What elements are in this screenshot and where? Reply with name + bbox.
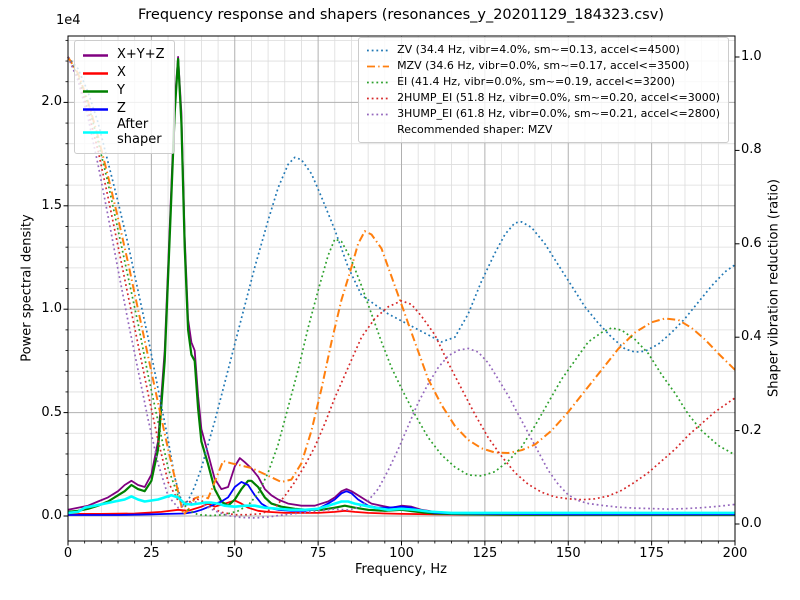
x-tick-label: 175 bbox=[639, 546, 665, 561]
legend-entry-ei: EI (41.4 Hz, vibr=0.0%, sm~=0.19, accel<… bbox=[366, 74, 720, 90]
series-line-zv bbox=[67, 56, 736, 507]
legend-entry-after-label: After shaper bbox=[117, 117, 162, 147]
legend-psd: X+Y+Z X Y Z After shaper bbox=[74, 40, 175, 154]
y-right-tick-label: 0.2 bbox=[741, 422, 762, 438]
legend-swatch-line bbox=[83, 89, 108, 93]
legend-entry-x-label: X bbox=[117, 64, 126, 80]
legend-swatch-line bbox=[83, 53, 108, 57]
legend-swatch-line bbox=[83, 131, 108, 135]
x-tick-label: 0 bbox=[63, 546, 73, 561]
y-left-tick-label: 1.0 bbox=[41, 301, 62, 317]
legend-entry-3hump_ei-label: 3HUMP_EI (61.8 Hz, vibr=0.0%, sm~=0.21, … bbox=[397, 106, 720, 120]
legend-entry-mzv-label: MZV (34.6 Hz, vibr=0.0%, sm~=0.17, accel… bbox=[397, 58, 690, 72]
legend-note-recommended-shaper-label: Recommended shaper: MZV bbox=[397, 122, 553, 136]
legend-swatch-line bbox=[367, 65, 390, 67]
x-tick-label: 50 bbox=[226, 546, 244, 561]
x-tick-label: 200 bbox=[722, 546, 748, 561]
series-line-3hump-ei bbox=[67, 56, 736, 519]
y-left-tick-label: 2.0 bbox=[41, 94, 62, 110]
x-tick-label: 25 bbox=[143, 546, 160, 561]
x-axis-label: Frequency, Hz bbox=[354, 562, 448, 577]
legend-swatch-line bbox=[367, 81, 390, 83]
legend-shapers: ZV (34.4 Hz, vibr=4.0%, sm~=0.13, accel<… bbox=[358, 37, 729, 143]
chart-title: Frequency response and shapers (resonanc… bbox=[138, 7, 664, 23]
x-tick-label: 75 bbox=[309, 546, 327, 561]
y-left-tick-label: 0.5 bbox=[41, 404, 62, 420]
legend-swatch-line bbox=[83, 71, 108, 75]
legend-entry-y: Y bbox=[82, 82, 165, 100]
y-left-axis-label: Power spectral density bbox=[19, 214, 35, 362]
series-line-x bbox=[68, 499, 735, 516]
legend-entry-x-y-z-label: X+Y+Z bbox=[117, 46, 165, 62]
y-right-tick-label: 0.4 bbox=[741, 329, 762, 345]
legend-entry-3hump_ei: 3HUMP_EI (61.8 Hz, vibr=0.0%, sm~=0.21, … bbox=[366, 106, 720, 122]
y-left-tick-label: 0.0 bbox=[41, 508, 62, 523]
x-tick-label: 150 bbox=[555, 546, 581, 561]
legend-entry-ei-label: EI (41.4 Hz, vibr=0.0%, sm~=0.19, accel<… bbox=[397, 74, 676, 88]
series-line-y bbox=[67, 57, 735, 516]
x-tick-label: 100 bbox=[389, 546, 414, 561]
legend-entry-mzv: MZV (34.6 Hz, vibr=0.0%, sm~=0.17, accel… bbox=[366, 58, 720, 74]
legend-entry-zv-label: ZV (34.4 Hz, vibr=4.0%, sm~=0.13, accel<… bbox=[397, 42, 680, 56]
legend-entry-after: After shaper bbox=[82, 117, 165, 148]
legend-swatch-line bbox=[367, 113, 390, 115]
y-right-tick-label: 0.8 bbox=[741, 142, 762, 158]
legend-entry-2hump_ei-label: 2HUMP_EI (51.8 Hz, vibr=0.0%, sm~=0.20, … bbox=[397, 90, 720, 104]
x-tick-label: 125 bbox=[472, 546, 498, 561]
y-right-tick-label: 0.0 bbox=[741, 516, 762, 531]
y-right-tick-label: 0.6 bbox=[741, 235, 762, 251]
legend-entry-z: Z bbox=[82, 100, 165, 118]
y-right-axis-label: Shaper vibration reduction (ratio) bbox=[766, 179, 782, 397]
legend-note-recommended-shaper: Recommended shaper: MZV bbox=[366, 122, 720, 138]
legend-swatch-line bbox=[366, 128, 390, 133]
legend-entry-zv: ZV (34.4 Hz, vibr=4.0%, sm~=0.13, accel<… bbox=[366, 42, 720, 58]
legend-swatch-line bbox=[83, 107, 108, 111]
legend-entry-z-label: Z bbox=[117, 100, 126, 116]
y-right-tick-label: 1.0 bbox=[741, 49, 762, 64]
legend-entry-y-label: Y bbox=[117, 82, 125, 98]
y-left-offset-label: 1e4 bbox=[56, 13, 81, 28]
series-line-mzv bbox=[67, 56, 736, 516]
series-line-after-shaper bbox=[67, 493, 735, 515]
y-left-tick-label: 1.5 bbox=[41, 197, 62, 213]
legend-entry-x: X bbox=[82, 64, 165, 82]
legend-entry-x-y-z: X+Y+Z bbox=[82, 46, 165, 64]
legend-swatch-line bbox=[367, 97, 390, 99]
legend-swatch-line bbox=[367, 49, 390, 51]
legend-entry-2hump_ei: 2HUMP_EI (51.8 Hz, vibr=0.0%, sm~=0.20, … bbox=[366, 90, 720, 106]
